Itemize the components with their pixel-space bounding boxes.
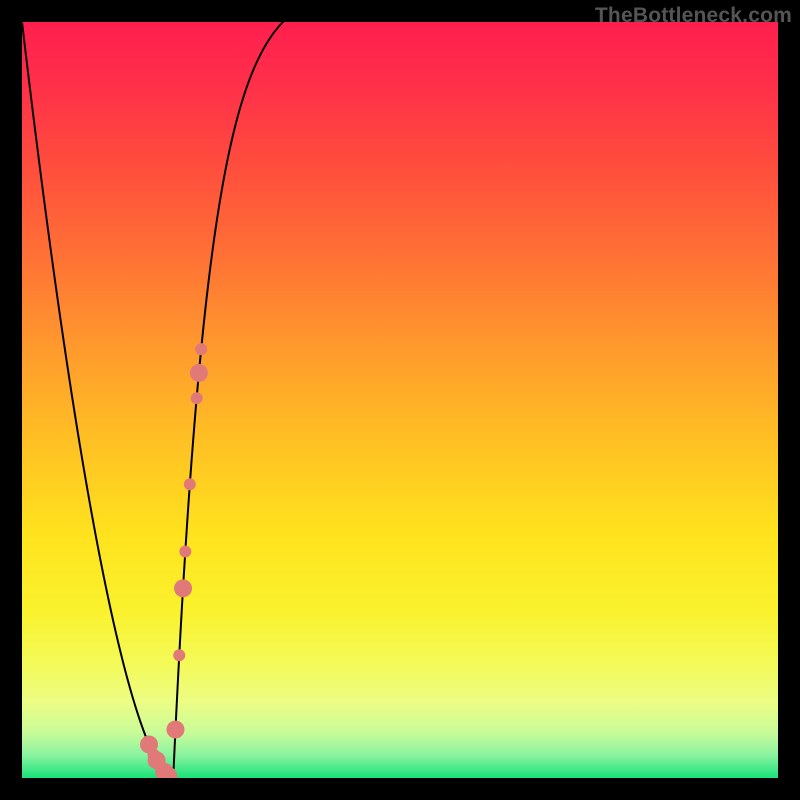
data-marker [195,343,207,355]
data-marker [174,579,192,597]
data-marker [179,545,191,557]
data-marker [191,392,203,404]
data-marker [173,649,185,661]
watermark-text: TheBottleneck.com [595,4,792,28]
data-marker [166,721,184,739]
chart-background [22,22,778,778]
chart-container: { "chart": { "type": "line", "canvas": {… [0,0,800,800]
bottleneck-chart [0,0,800,800]
data-marker [190,364,208,382]
data-marker [184,478,196,490]
